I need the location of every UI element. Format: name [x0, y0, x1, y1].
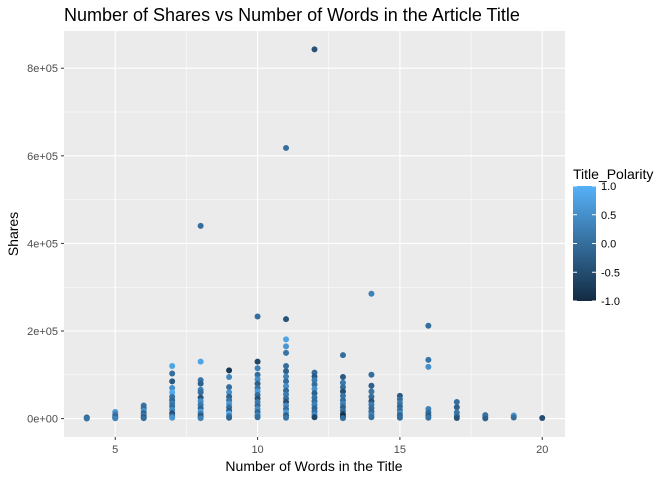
chart-title: Number of Shares vs Number of Words in t…	[64, 5, 520, 25]
data-point	[510, 414, 517, 421]
data-point	[339, 388, 346, 395]
data-point	[197, 415, 204, 422]
data-point	[311, 46, 318, 53]
y-axis-label: Shares	[5, 212, 21, 256]
y-tick-label: 4e+05	[27, 238, 58, 250]
x-axis: 5 10 15 20	[112, 437, 548, 456]
data-point	[339, 379, 346, 386]
data-point	[140, 415, 147, 422]
data-point	[169, 370, 176, 377]
data-point	[283, 383, 290, 390]
legend-tick-label: 1.0	[601, 181, 616, 193]
data-point	[112, 415, 119, 422]
x-tick-label: 5	[112, 444, 118, 456]
x-tick-label: 15	[394, 444, 406, 456]
data-point	[339, 352, 346, 359]
x-axis-label: Number of Words in the Title	[225, 458, 402, 474]
legend-tick-label: 0.5	[601, 210, 616, 222]
data-point	[283, 316, 290, 323]
data-point	[169, 414, 176, 421]
data-point	[425, 322, 432, 329]
plot-panel	[64, 31, 565, 437]
data-point	[425, 356, 432, 363]
data-point	[283, 378, 290, 385]
y-tick-label: 2e+05	[27, 326, 58, 338]
data-point	[254, 380, 261, 387]
data-point	[169, 389, 176, 396]
data-point	[425, 414, 432, 421]
data-point	[368, 414, 375, 421]
data-point	[283, 368, 290, 375]
data-point	[453, 404, 460, 411]
data-point	[453, 398, 460, 405]
data-point	[226, 367, 233, 374]
data-point	[339, 392, 346, 399]
legend-tick-label: -1.0	[601, 296, 620, 308]
data-points	[83, 46, 546, 422]
data-point	[283, 373, 290, 380]
legend-title: Title_Polarity	[573, 166, 653, 182]
data-point	[482, 415, 489, 422]
data-point	[425, 363, 432, 370]
y-tick-label: 6e+05	[27, 151, 58, 163]
data-point	[283, 414, 290, 421]
data-point	[226, 384, 233, 391]
x-tick-label: 10	[251, 444, 263, 456]
data-point	[396, 414, 403, 421]
legend-tick-label: 0.0	[601, 239, 616, 251]
data-point	[368, 388, 375, 395]
data-point	[339, 373, 346, 380]
data-point	[539, 414, 546, 421]
data-point	[311, 414, 318, 421]
x-tick-label: 20	[536, 444, 548, 456]
data-point	[283, 343, 290, 350]
data-point	[197, 380, 204, 387]
grid-major-lines	[64, 31, 565, 437]
data-point	[453, 414, 460, 421]
data-point	[311, 385, 318, 392]
data-point	[311, 377, 318, 384]
legend-ticks: 1.0 0.5 0.0 -0.5 -1.0	[573, 181, 620, 308]
data-point	[368, 382, 375, 389]
data-point	[368, 290, 375, 297]
data-point	[226, 389, 233, 396]
data-point	[368, 371, 375, 378]
legend-tick-label: -0.5	[601, 267, 620, 279]
y-tick-label: 0e+00	[27, 414, 58, 426]
data-point	[368, 393, 375, 400]
y-tick-label: 8e+05	[27, 63, 58, 75]
data-point	[311, 390, 318, 397]
color-legend: Title_Polarity 1.0 0.5 0.0 -0.5 -1.0	[573, 166, 653, 308]
data-point	[83, 415, 90, 422]
data-point	[197, 222, 204, 229]
data-point	[226, 373, 233, 380]
data-point	[254, 358, 261, 365]
data-point	[283, 144, 290, 151]
data-point	[169, 378, 176, 385]
data-point	[283, 349, 290, 356]
data-point	[254, 371, 261, 378]
data-point	[197, 358, 204, 365]
data-point	[311, 381, 318, 388]
data-point	[339, 384, 346, 391]
data-point	[169, 384, 176, 391]
data-point	[339, 415, 346, 422]
data-point	[254, 365, 261, 372]
data-point	[169, 363, 176, 370]
data-point	[254, 414, 261, 421]
data-point	[226, 414, 233, 421]
data-point	[254, 376, 261, 383]
data-point	[254, 313, 261, 320]
data-point	[283, 336, 290, 343]
y-axis: 0e+00 2e+05 4e+05 6e+05 8e+05	[27, 63, 64, 426]
data-point	[283, 363, 290, 370]
data-point	[197, 389, 204, 396]
legend-colorbar	[573, 186, 596, 301]
